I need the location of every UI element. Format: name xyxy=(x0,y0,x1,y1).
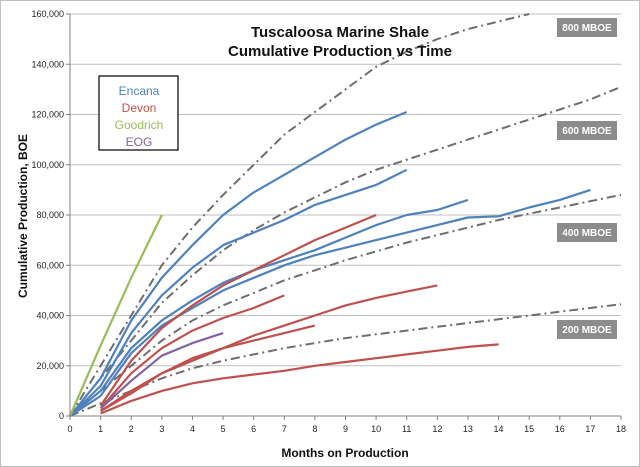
y-tick-label: 80,000 xyxy=(36,210,64,220)
reference-label-text: 200 MBOE xyxy=(562,325,612,336)
x-axis-title: Months on Production xyxy=(281,446,408,460)
y-tick-label: 40,000 xyxy=(36,311,64,321)
reference-label: 200 MBOE xyxy=(557,320,617,339)
chart-subtitle: Cumulative Production vs Time xyxy=(228,43,452,60)
series-line-encana xyxy=(69,198,469,417)
x-tick-label: 14 xyxy=(494,424,504,434)
series-line-encana xyxy=(69,168,408,417)
reference-label: 800 MBOE xyxy=(557,18,617,37)
x-tick-label: 5 xyxy=(221,424,226,434)
x-tick-label: 12 xyxy=(432,424,442,434)
tick-labels: 0 20,000 40,000 60,000 80,000 100,000 120,000 1… xyxy=(31,9,626,434)
x-tick-label: 7 xyxy=(282,424,287,434)
legend-box xyxy=(98,75,179,151)
series-line-encana xyxy=(69,110,408,417)
reference-label-text: 800 MBOE xyxy=(562,23,612,34)
series-line-devon xyxy=(99,294,285,410)
x-tick-label: 13 xyxy=(463,424,473,434)
y-axis-title: Cumulative Production, BOE xyxy=(16,134,30,298)
x-tick-label: 6 xyxy=(251,424,256,434)
y-tick-label: 0 xyxy=(59,411,64,421)
legend: Encana Devon Goodrich EOG xyxy=(98,75,179,151)
reference-curve-600-mboe xyxy=(69,85,622,417)
legend-entry-eog: EOG xyxy=(126,135,153,149)
x-tick-label: 2 xyxy=(129,424,134,434)
y-tick-label: 100,000 xyxy=(31,160,64,170)
series-line-devon xyxy=(100,343,499,415)
reference-labels: 800 MBOE 600 MBOE 400 MBOE 200 MBOE xyxy=(557,18,617,339)
series-line-devon xyxy=(99,213,377,407)
x-tick-label: 4 xyxy=(190,424,195,434)
x-tick-label: 16 xyxy=(555,424,565,434)
y-tick-label: 20,000 xyxy=(36,361,64,371)
x-tick-label: 18 xyxy=(616,424,626,434)
reference-label-text: 600 MBOE xyxy=(562,126,612,137)
y-tick-label: 160,000 xyxy=(31,9,64,19)
chart-title: Tuscaloosa Marine Shale xyxy=(251,24,429,41)
x-tick-label: 3 xyxy=(159,424,164,434)
legend-entry-devon: Devon xyxy=(122,101,157,115)
y-tick-label: 60,000 xyxy=(36,260,64,270)
legend-entry-encana: Encana xyxy=(119,84,160,98)
x-tick-label: 17 xyxy=(585,424,595,434)
reference-curves xyxy=(69,13,622,417)
x-tick-label: 0 xyxy=(67,424,72,434)
reference-label-box xyxy=(557,320,617,339)
reference-label: 600 MBOE xyxy=(557,121,617,140)
y-tick-label: 140,000 xyxy=(31,59,64,69)
reference-label-text: 400 MBOE xyxy=(562,228,612,239)
reference-label-box xyxy=(557,18,617,37)
x-tick-label: 1 xyxy=(98,424,103,434)
reference-curve-400-mboe xyxy=(69,193,622,417)
series-line-goodrich xyxy=(68,214,163,417)
reference-label-box xyxy=(557,223,617,242)
reference-label-box xyxy=(557,121,617,140)
series-line-eog xyxy=(99,332,224,410)
data-series xyxy=(68,110,591,417)
series-line-devon xyxy=(100,324,316,412)
reference-curve-200-mboe xyxy=(69,303,622,417)
y-tick-label: 120,000 xyxy=(31,110,64,120)
x-tick-label: 8 xyxy=(312,424,317,434)
x-tick-label: 9 xyxy=(343,424,348,434)
x-tick-label: 10 xyxy=(371,424,381,434)
reference-label: 400 MBOE xyxy=(557,223,617,242)
x-tick-label: 11 xyxy=(402,424,411,434)
x-tick-label: 15 xyxy=(524,424,534,434)
legend-entry-goodrich: Goodrich xyxy=(115,118,164,132)
reference-curve-800-mboe xyxy=(69,13,530,417)
series-line-encana xyxy=(69,188,591,417)
